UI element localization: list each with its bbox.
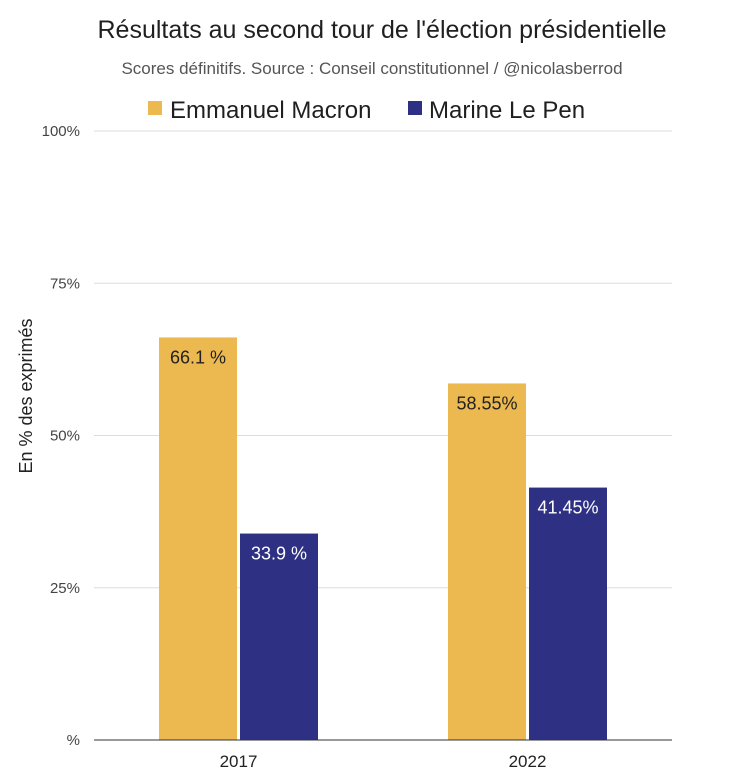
y-tick-label: %: [67, 732, 80, 749]
y-axis-ticks: % 25% 50% 75% 100%: [42, 123, 80, 749]
data-label-marine-le-pen-2022: 41.45%: [537, 498, 598, 518]
data-label-emmanuel-macron-2022: 58.55%: [456, 393, 517, 413]
bar-marine-le-pen-2017: [240, 533, 318, 740]
legend-swatch-le-pen: [408, 101, 422, 115]
bar-emmanuel-macron-2017: [159, 337, 237, 740]
chart-subtitle: Scores définitifs. Source : Conseil cons…: [121, 59, 622, 78]
y-tick-label: 100%: [42, 123, 80, 140]
bar-emmanuel-macron-2022: [448, 383, 526, 740]
x-axis-ticks: 2017 2022: [220, 752, 547, 771]
data-labels: 66.1 % 33.9 % 58.55% 41.45%: [170, 347, 599, 563]
bar-marine-le-pen-2022: [529, 487, 607, 740]
legend-label-macron: Emmanuel Macron: [170, 97, 371, 124]
data-label-emmanuel-macron-2017: 66.1 %: [170, 347, 226, 367]
y-axis-label: En % des exprimés: [16, 318, 36, 473]
legend-label-le-pen: Marine Le Pen: [429, 97, 585, 124]
x-tick-label: 2022: [509, 752, 547, 771]
legend: Emmanuel Macron Marine Le Pen: [148, 97, 585, 124]
legend-swatch-macron: [148, 101, 162, 115]
x-tick-label: 2017: [220, 752, 258, 771]
y-tick-label: 25%: [50, 580, 80, 597]
y-tick-label: 75%: [50, 275, 80, 292]
data-label-marine-le-pen-2017: 33.9 %: [251, 544, 307, 564]
y-tick-label: 50%: [50, 428, 80, 445]
bars: [159, 337, 607, 740]
chart-title: Résultats au second tour de l'élection p…: [97, 16, 666, 44]
